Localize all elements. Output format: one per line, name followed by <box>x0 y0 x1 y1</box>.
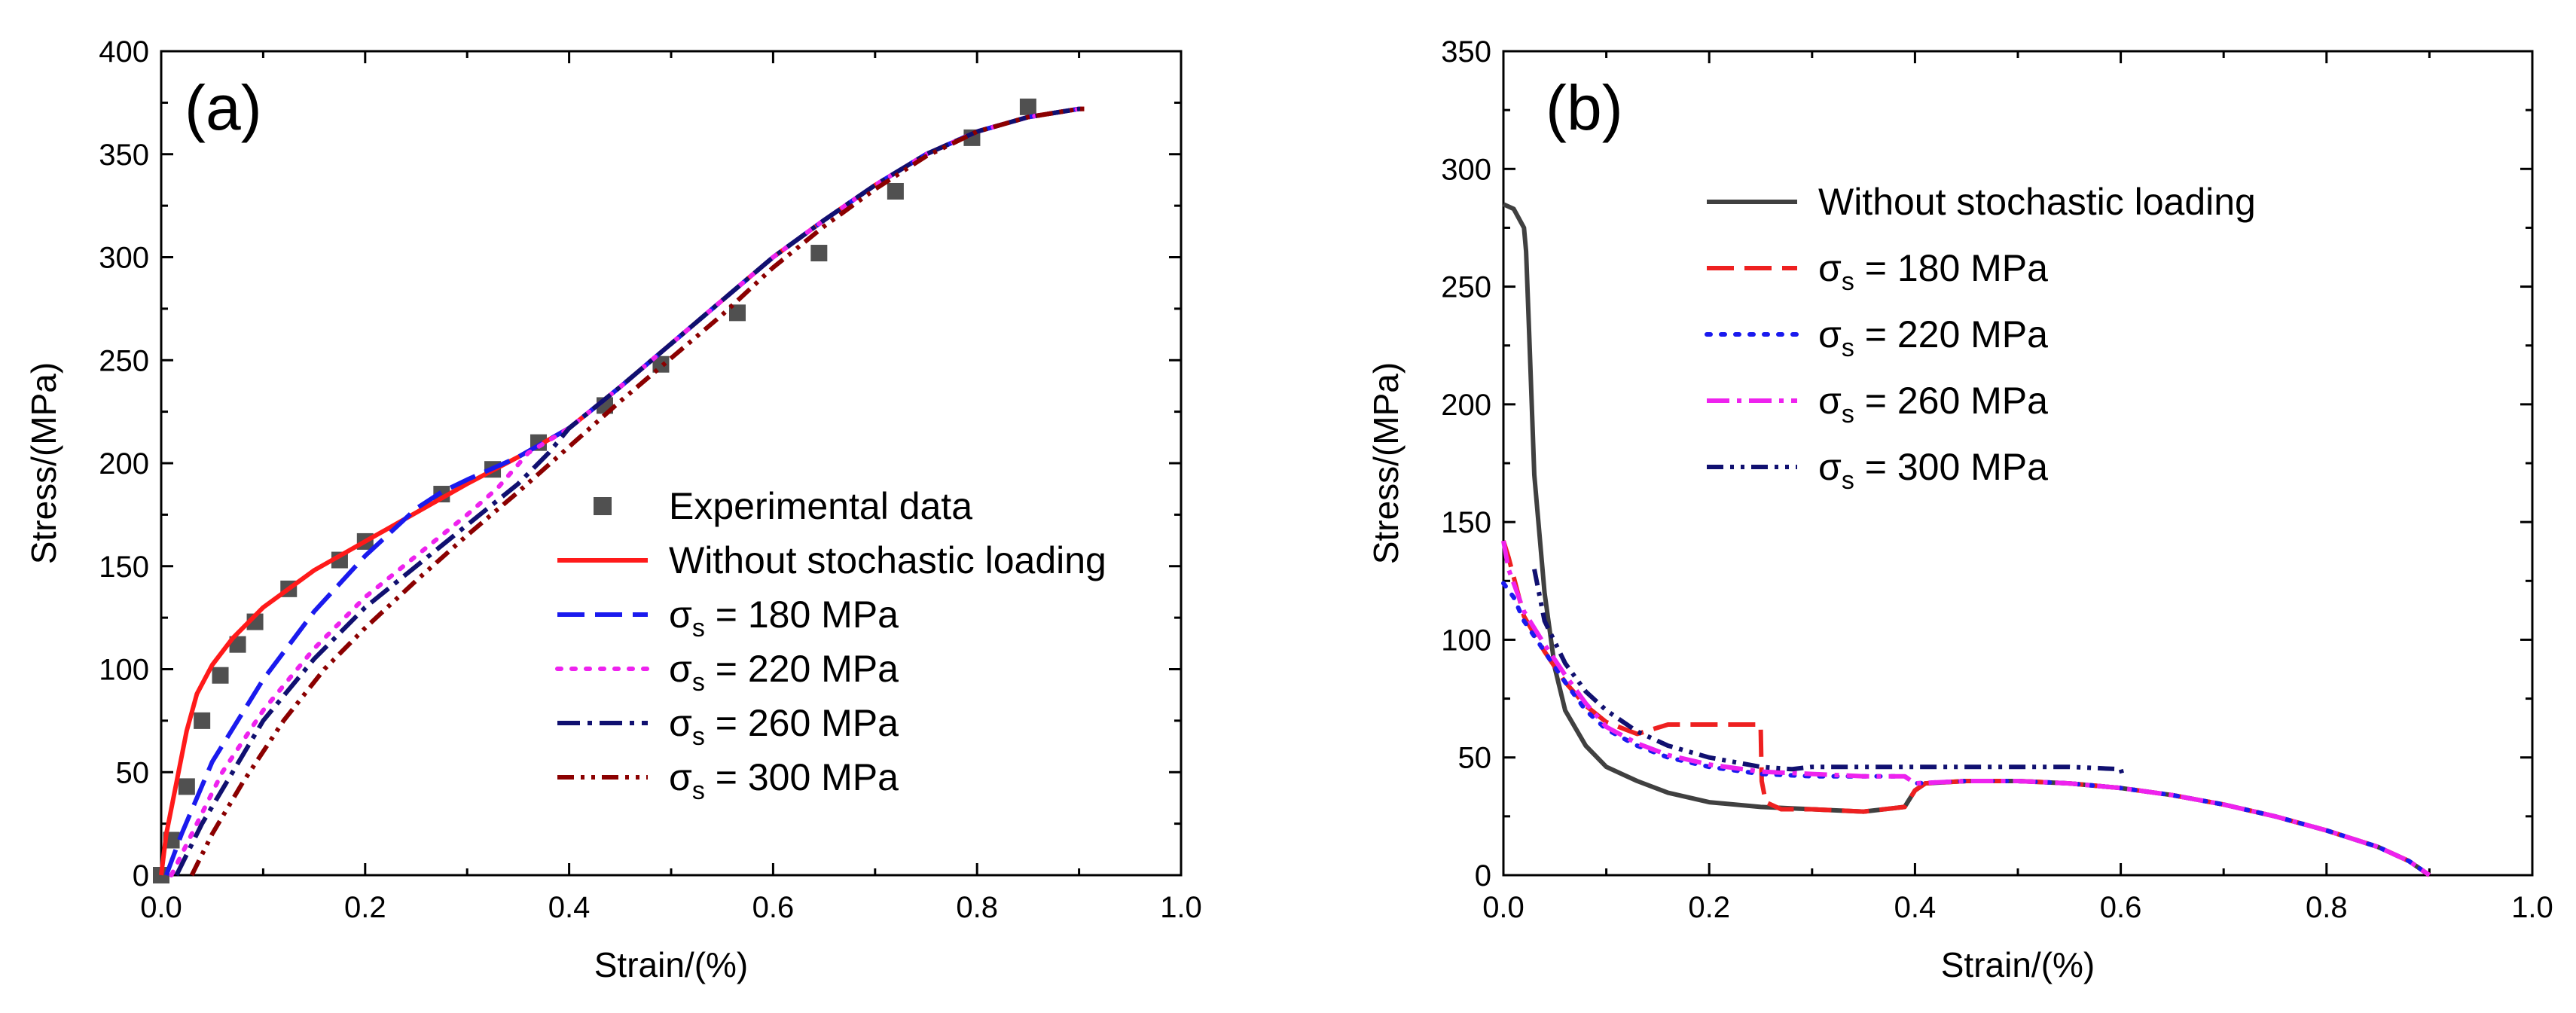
experimental-data-point <box>178 778 195 795</box>
experimental-data-point <box>652 355 670 373</box>
series-line <box>169 106 1087 877</box>
legend-label: σs = 300 MPa <box>1818 446 2048 495</box>
panel-label: (b) <box>1546 72 1623 143</box>
experimental-data-point <box>194 712 211 729</box>
legend-label: σs = 220 MPa <box>669 648 899 697</box>
series-line <box>189 106 1085 877</box>
legend-label: σs = 300 MPa <box>669 756 899 805</box>
x-tick-label: 1.0 <box>2511 891 2553 924</box>
y-tick-label: 200 <box>1441 389 1491 422</box>
experimental-data-point <box>887 182 904 200</box>
x-tick-label: 0.2 <box>1688 891 1730 924</box>
y-axis-title: Stress/(MPa) <box>24 362 63 564</box>
legend-label: Experimental data <box>669 485 972 527</box>
y-tick-label: 250 <box>1441 271 1491 304</box>
experimental-data-point <box>212 667 229 684</box>
y-tick-label: 200 <box>99 447 149 481</box>
legend-label: σs = 260 MPa <box>669 702 899 751</box>
y-tick-label: 0 <box>1475 859 1491 892</box>
series-line <box>1532 569 2126 777</box>
panel-b: 0.0 0.2 0.4 0.6 0.8 1.0 0 50 100 150 200 250 300 350 S… <box>1366 35 2553 984</box>
x-tick-label: 0.6 <box>2100 891 2142 924</box>
legend-label: Without stochastic loading <box>1818 181 2256 223</box>
x-tick-label: 0.0 <box>140 891 182 924</box>
y-tick-label: 350 <box>99 139 149 172</box>
legend-label: σs = 180 MPa <box>1818 247 2048 296</box>
plot-frame <box>160 50 1183 877</box>
y-tick-label: 0 <box>133 859 149 892</box>
y-tick-label: 150 <box>99 551 149 584</box>
legend-label: σs = 220 MPa <box>1818 313 2048 362</box>
panel-a: 0.0 0.2 0.4 0.6 0.8 1.0 0 50 100 150 200 250 300 350 4… <box>24 35 1202 984</box>
panel-label: (a) <box>185 72 262 143</box>
legend-label: σs = 180 MPa <box>669 593 899 642</box>
experimental-data-point <box>1019 98 1036 115</box>
y-tick-label: 250 <box>99 344 149 377</box>
y-tick-label: 100 <box>1441 624 1491 657</box>
x-tick-label: 0.8 <box>2306 891 2348 924</box>
series-line <box>1501 540 2431 877</box>
legend-marker <box>594 497 612 515</box>
series-line <box>1501 581 2432 877</box>
y-tick-label: 350 <box>1441 35 1491 69</box>
y-tick-label: 400 <box>99 35 149 69</box>
y-tick-label: 300 <box>1441 153 1491 186</box>
y-tick-label: 50 <box>1458 742 1492 775</box>
y-tick-label: 150 <box>1441 506 1491 539</box>
x-tick-label: 1.0 <box>1160 891 1202 924</box>
series-line <box>174 106 1085 877</box>
x-tick-label: 0.8 <box>956 891 998 924</box>
y-tick-label: 300 <box>99 242 149 275</box>
legend-label: Without stochastic loading <box>669 539 1106 581</box>
x-tick-label: 0.4 <box>1894 891 1937 924</box>
experimental-data-point <box>729 304 746 322</box>
experimental-data-point <box>810 245 828 262</box>
x-tick-label: 0.4 <box>548 891 591 924</box>
x-tick-label: 0.6 <box>752 891 795 924</box>
x-tick-label: 0.2 <box>344 891 386 924</box>
series-line <box>1501 540 2431 877</box>
series-line <box>1502 202 2431 877</box>
x-axis-title: Strain/(%) <box>594 945 748 984</box>
y-tick-label: 100 <box>99 654 149 687</box>
y-tick-label: 50 <box>116 756 150 789</box>
legend-label: σs = 260 MPa <box>1818 380 2048 429</box>
x-axis-title: Strain/(%) <box>1941 945 2095 984</box>
y-axis-title: Stress/(MPa) <box>1366 362 1406 564</box>
x-tick-label: 0.0 <box>1482 891 1525 924</box>
